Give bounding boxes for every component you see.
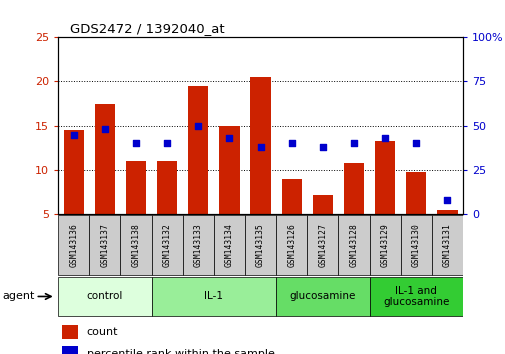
Bar	[62, 346, 78, 354]
FancyBboxPatch shape	[152, 277, 276, 316]
FancyBboxPatch shape	[214, 215, 244, 275]
Point	[70, 132, 78, 137]
FancyBboxPatch shape	[307, 215, 338, 275]
Bar	[94, 103, 115, 214]
Point	[100, 126, 109, 132]
Text: GSM143129: GSM143129	[380, 223, 389, 267]
Bar	[219, 126, 239, 214]
Bar	[312, 195, 332, 214]
Text: GSM143137: GSM143137	[100, 223, 109, 267]
Text: IL-1 and
glucosamine: IL-1 and glucosamine	[382, 286, 448, 307]
Text: GSM143131: GSM143131	[442, 223, 451, 267]
FancyBboxPatch shape	[369, 215, 400, 275]
Text: GSM143128: GSM143128	[349, 223, 358, 267]
Text: GSM143136: GSM143136	[69, 223, 78, 267]
FancyBboxPatch shape	[58, 277, 152, 316]
Text: GSM143132: GSM143132	[162, 223, 171, 267]
Text: GSM143138: GSM143138	[131, 223, 140, 267]
Point	[194, 123, 202, 129]
FancyBboxPatch shape	[276, 277, 369, 316]
Bar	[436, 210, 457, 214]
Bar	[64, 130, 84, 214]
FancyBboxPatch shape	[152, 215, 182, 275]
FancyBboxPatch shape	[182, 215, 214, 275]
FancyBboxPatch shape	[89, 215, 120, 275]
FancyBboxPatch shape	[400, 215, 431, 275]
Point	[442, 197, 450, 203]
Text: GSM143135: GSM143135	[256, 223, 265, 267]
Point	[349, 141, 358, 146]
Point	[256, 144, 264, 150]
FancyBboxPatch shape	[338, 215, 369, 275]
Point	[318, 144, 326, 150]
Text: percentile rank within the sample: percentile rank within the sample	[86, 348, 274, 354]
Bar	[157, 161, 177, 214]
Text: GSM143126: GSM143126	[287, 223, 295, 267]
Text: glucosamine: glucosamine	[289, 291, 356, 302]
Text: GSM143133: GSM143133	[193, 223, 203, 267]
Bar	[188, 86, 208, 214]
FancyBboxPatch shape	[244, 215, 276, 275]
Bar	[281, 179, 301, 214]
Point	[225, 135, 233, 141]
Text: GSM143130: GSM143130	[411, 223, 420, 267]
Bar	[406, 172, 426, 214]
Point	[287, 141, 295, 146]
Text: agent: agent	[3, 291, 35, 302]
Point	[163, 141, 171, 146]
Text: count: count	[86, 327, 118, 337]
Bar	[62, 325, 78, 339]
Bar	[374, 141, 394, 214]
Text: GDS2472 / 1392040_at: GDS2472 / 1392040_at	[70, 22, 225, 35]
Bar	[250, 77, 270, 214]
FancyBboxPatch shape	[431, 215, 462, 275]
Text: GSM143134: GSM143134	[225, 223, 233, 267]
FancyBboxPatch shape	[58, 215, 89, 275]
FancyBboxPatch shape	[276, 215, 307, 275]
FancyBboxPatch shape	[369, 277, 462, 316]
Text: IL-1: IL-1	[204, 291, 223, 302]
Text: GSM143127: GSM143127	[318, 223, 327, 267]
Bar	[126, 161, 146, 214]
Point	[380, 135, 388, 141]
Bar	[343, 163, 364, 214]
Text: control: control	[86, 291, 123, 302]
Point	[132, 141, 140, 146]
Point	[412, 141, 420, 146]
FancyBboxPatch shape	[120, 215, 152, 275]
